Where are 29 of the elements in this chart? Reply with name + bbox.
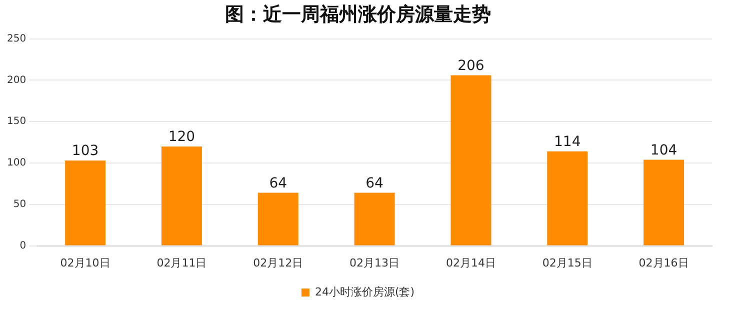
y-tick-label: 0 xyxy=(20,240,26,252)
x-tick-label: 02月11日 xyxy=(156,256,207,270)
bar xyxy=(644,160,684,246)
x-tick-label: 02月15日 xyxy=(542,256,592,270)
data-label: 104 xyxy=(650,142,678,158)
legend-label: 24小时涨价房源(套) xyxy=(314,285,415,298)
y-tick-label: 100 xyxy=(6,158,26,169)
y-tick-label: 50 xyxy=(13,198,26,210)
y-tick-label: 250 xyxy=(6,33,26,44)
data-label: 206 xyxy=(458,58,484,74)
y-tick-label: 150 xyxy=(6,116,26,128)
y-tick-label: 200 xyxy=(6,74,26,86)
x-tick-label: 02月16日 xyxy=(638,256,689,270)
bar xyxy=(65,160,106,246)
data-label: 103 xyxy=(72,143,99,160)
bar xyxy=(354,192,395,246)
bar xyxy=(161,146,202,246)
bar xyxy=(258,192,298,246)
data-label: 114 xyxy=(554,134,581,150)
chart-title: 图：近一周福州涨价房源量走势 xyxy=(225,3,491,26)
x-tick-label: 02月10日 xyxy=(60,256,110,270)
data-label: 120 xyxy=(168,129,196,146)
data-label: 64 xyxy=(366,175,384,192)
data-label: 64 xyxy=(269,175,288,192)
x-tick-label: 02月12日 xyxy=(253,256,304,270)
bar xyxy=(547,151,588,246)
x-tick-label: 02月14日 xyxy=(446,256,496,270)
bar xyxy=(450,75,492,246)
x-tick-label: 02月13日 xyxy=(350,256,400,270)
